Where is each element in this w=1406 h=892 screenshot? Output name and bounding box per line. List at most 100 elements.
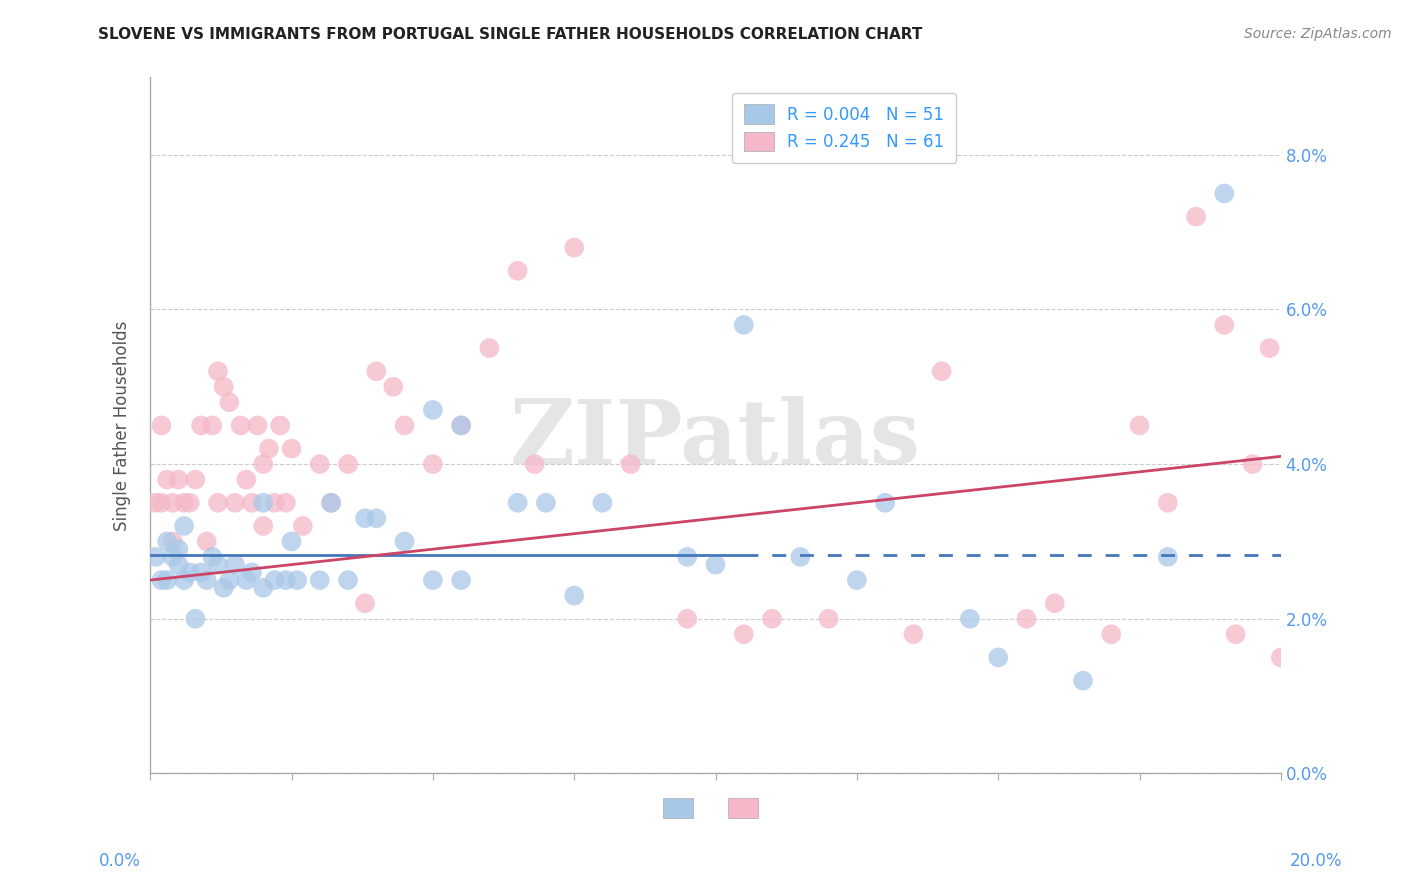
Point [145, 549, 167, 564]
Point [506, 496, 529, 510]
Point [156, 473, 179, 487]
Text: ZIPatlas: ZIPatlas [510, 396, 921, 483]
Text: SLOVENE VS IMMIGRANTS FROM PORTUGAL SINGLE FATHER HOUSEHOLDS CORRELATION CHART: SLOVENE VS IMMIGRANTS FROM PORTUGAL SING… [98, 27, 922, 42]
Point [562, 241, 585, 255]
Point [676, 549, 699, 564]
Legend: , : , [657, 792, 775, 824]
Point [218, 395, 240, 409]
Point [240, 566, 263, 580]
Point [1258, 341, 1281, 355]
Point [246, 418, 269, 433]
Point [207, 496, 229, 510]
Point [959, 612, 981, 626]
Point [173, 519, 195, 533]
Point [337, 573, 360, 587]
Point [591, 496, 613, 510]
Point [274, 573, 297, 587]
Point [366, 511, 388, 525]
Point [190, 418, 212, 433]
Point [319, 496, 342, 510]
Point [162, 496, 184, 510]
Point [523, 457, 546, 471]
Point [150, 418, 173, 433]
Point [252, 457, 274, 471]
Point [987, 650, 1010, 665]
Point [354, 596, 377, 610]
Point [207, 364, 229, 378]
Point [280, 534, 302, 549]
Point [240, 496, 263, 510]
Point [179, 496, 201, 510]
Point [285, 573, 308, 587]
Point [218, 573, 240, 587]
Point [676, 612, 699, 626]
Point [394, 418, 416, 433]
Point [252, 496, 274, 510]
Point [817, 612, 839, 626]
Point [201, 418, 224, 433]
Point [263, 573, 285, 587]
Point [150, 496, 173, 510]
Text: 20.0%: 20.0% [1291, 852, 1343, 870]
Point [382, 380, 405, 394]
Point [394, 534, 416, 549]
Point [1213, 186, 1236, 201]
Point [212, 581, 235, 595]
Text: Source: ZipAtlas.com: Source: ZipAtlas.com [1244, 27, 1392, 41]
Point [257, 442, 280, 456]
Point [450, 418, 472, 433]
Point [366, 364, 388, 378]
Point [354, 511, 377, 525]
Point [274, 496, 297, 510]
Point [450, 573, 472, 587]
Point [1071, 673, 1094, 688]
Point [195, 534, 218, 549]
Text: 0.0%: 0.0% [98, 852, 141, 870]
Point [184, 473, 207, 487]
Point [704, 558, 727, 572]
Point [167, 558, 190, 572]
Point [145, 496, 167, 510]
Point [620, 457, 643, 471]
Point [422, 457, 444, 471]
Point [931, 364, 953, 378]
Point [1015, 612, 1038, 626]
Point [269, 418, 291, 433]
Point [201, 549, 224, 564]
Point [252, 581, 274, 595]
Point [903, 627, 925, 641]
Point [478, 341, 501, 355]
Point [195, 573, 218, 587]
Point [733, 627, 755, 641]
Point [761, 612, 783, 626]
Point [207, 558, 229, 572]
Point [1128, 418, 1150, 433]
Point [1241, 457, 1264, 471]
Point [167, 473, 190, 487]
Point [162, 534, 184, 549]
Point [308, 573, 330, 587]
Point [173, 496, 195, 510]
Point [733, 318, 755, 332]
Point [212, 380, 235, 394]
Point [319, 496, 342, 510]
Point [263, 496, 285, 510]
Point [229, 418, 252, 433]
Point [291, 519, 314, 533]
Point [450, 418, 472, 433]
Point [156, 573, 179, 587]
Point [422, 403, 444, 417]
Point [422, 573, 444, 587]
Point [162, 549, 184, 564]
Point [190, 566, 212, 580]
Point [224, 558, 246, 572]
Point [1213, 318, 1236, 332]
Point [506, 264, 529, 278]
Point [224, 496, 246, 510]
Point [308, 457, 330, 471]
Point [179, 566, 201, 580]
Y-axis label: Single Father Households: Single Father Households [114, 320, 131, 531]
Point [235, 573, 257, 587]
Point [280, 442, 302, 456]
Point [875, 496, 897, 510]
